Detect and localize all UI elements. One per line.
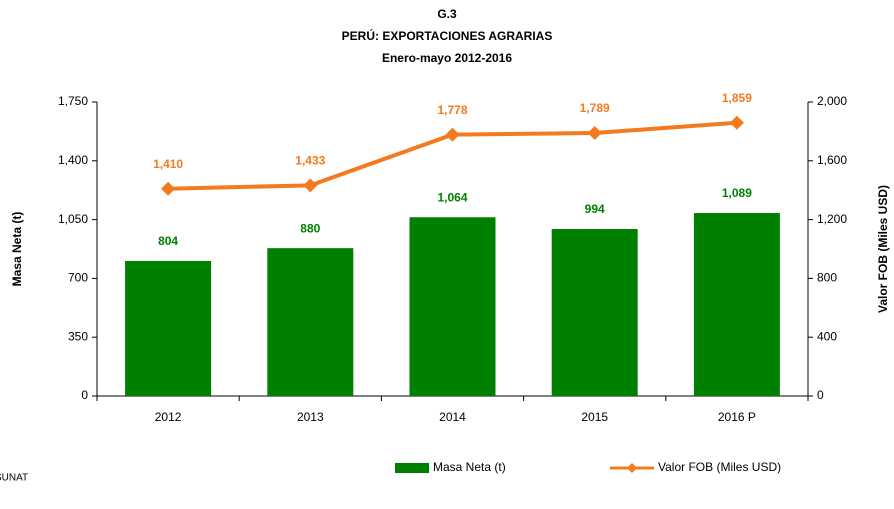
legend-swatch — [395, 463, 429, 473]
chart-subtitle: PERÚ: EXPORTACIONES AGRARIAS — [342, 28, 553, 43]
line-value-label: 1,433 — [295, 154, 325, 168]
y-tick-label: 0 — [81, 388, 88, 402]
line-value-label: 1,789 — [580, 101, 610, 115]
line-value-label: 1,410 — [153, 157, 183, 171]
line-marker — [445, 127, 460, 142]
y-tick-label: 700 — [68, 271, 88, 285]
line-marker — [303, 178, 318, 193]
legend-label: Valor FOB (Miles USD) — [658, 460, 781, 474]
chart-period: Enero-mayo 2012-2016 — [382, 51, 512, 65]
bar — [693, 213, 780, 396]
line-marker — [587, 126, 602, 141]
y-tick-label: 1,400 — [58, 153, 88, 167]
source: SUNAT — [0, 473, 28, 484]
bar-value-label: 994 — [585, 202, 605, 216]
x-tick-label: 2014 — [439, 410, 466, 424]
bar-value-label: 880 — [300, 221, 320, 235]
x-tick-label: 2013 — [297, 410, 324, 424]
line-marker — [729, 115, 744, 130]
bar — [409, 217, 496, 396]
y-tick-label: 350 — [68, 329, 88, 343]
legend-swatch-marker — [627, 463, 637, 473]
y2-tick-label: 800 — [817, 271, 837, 285]
bar-value-label: 1,089 — [722, 186, 752, 200]
y2-tick-label: 0 — [817, 388, 824, 402]
line-marker — [161, 181, 176, 196]
y2-tick-label: 1,600 — [817, 153, 847, 167]
bar-value-label: 804 — [158, 234, 178, 248]
y2-tick-label: 1,200 — [817, 212, 847, 226]
bar-value-label: 1,064 — [437, 190, 467, 204]
y2-axis-label: Valor FOB (Miles USD) — [876, 185, 890, 313]
bar — [551, 229, 638, 396]
y-tick-label: 1,750 — [58, 94, 88, 108]
line-value-label: 1,859 — [722, 91, 752, 105]
x-tick-label: 2012 — [155, 410, 182, 424]
y-tick-label: 1,050 — [58, 212, 88, 226]
chart-title: G.3 — [437, 7, 457, 21]
x-tick-label: 2015 — [581, 410, 608, 424]
legend-label: Masa Neta (t) — [433, 460, 506, 474]
x-tick-label: 2016 P — [718, 410, 756, 424]
y-axis-label: Masa Neta (t) — [10, 212, 24, 287]
line-value-label: 1,778 — [437, 103, 467, 117]
y2-tick-label: 400 — [817, 329, 837, 343]
y2-tick-label: 2,000 — [817, 94, 847, 108]
bar — [125, 260, 212, 396]
bar — [267, 248, 354, 396]
